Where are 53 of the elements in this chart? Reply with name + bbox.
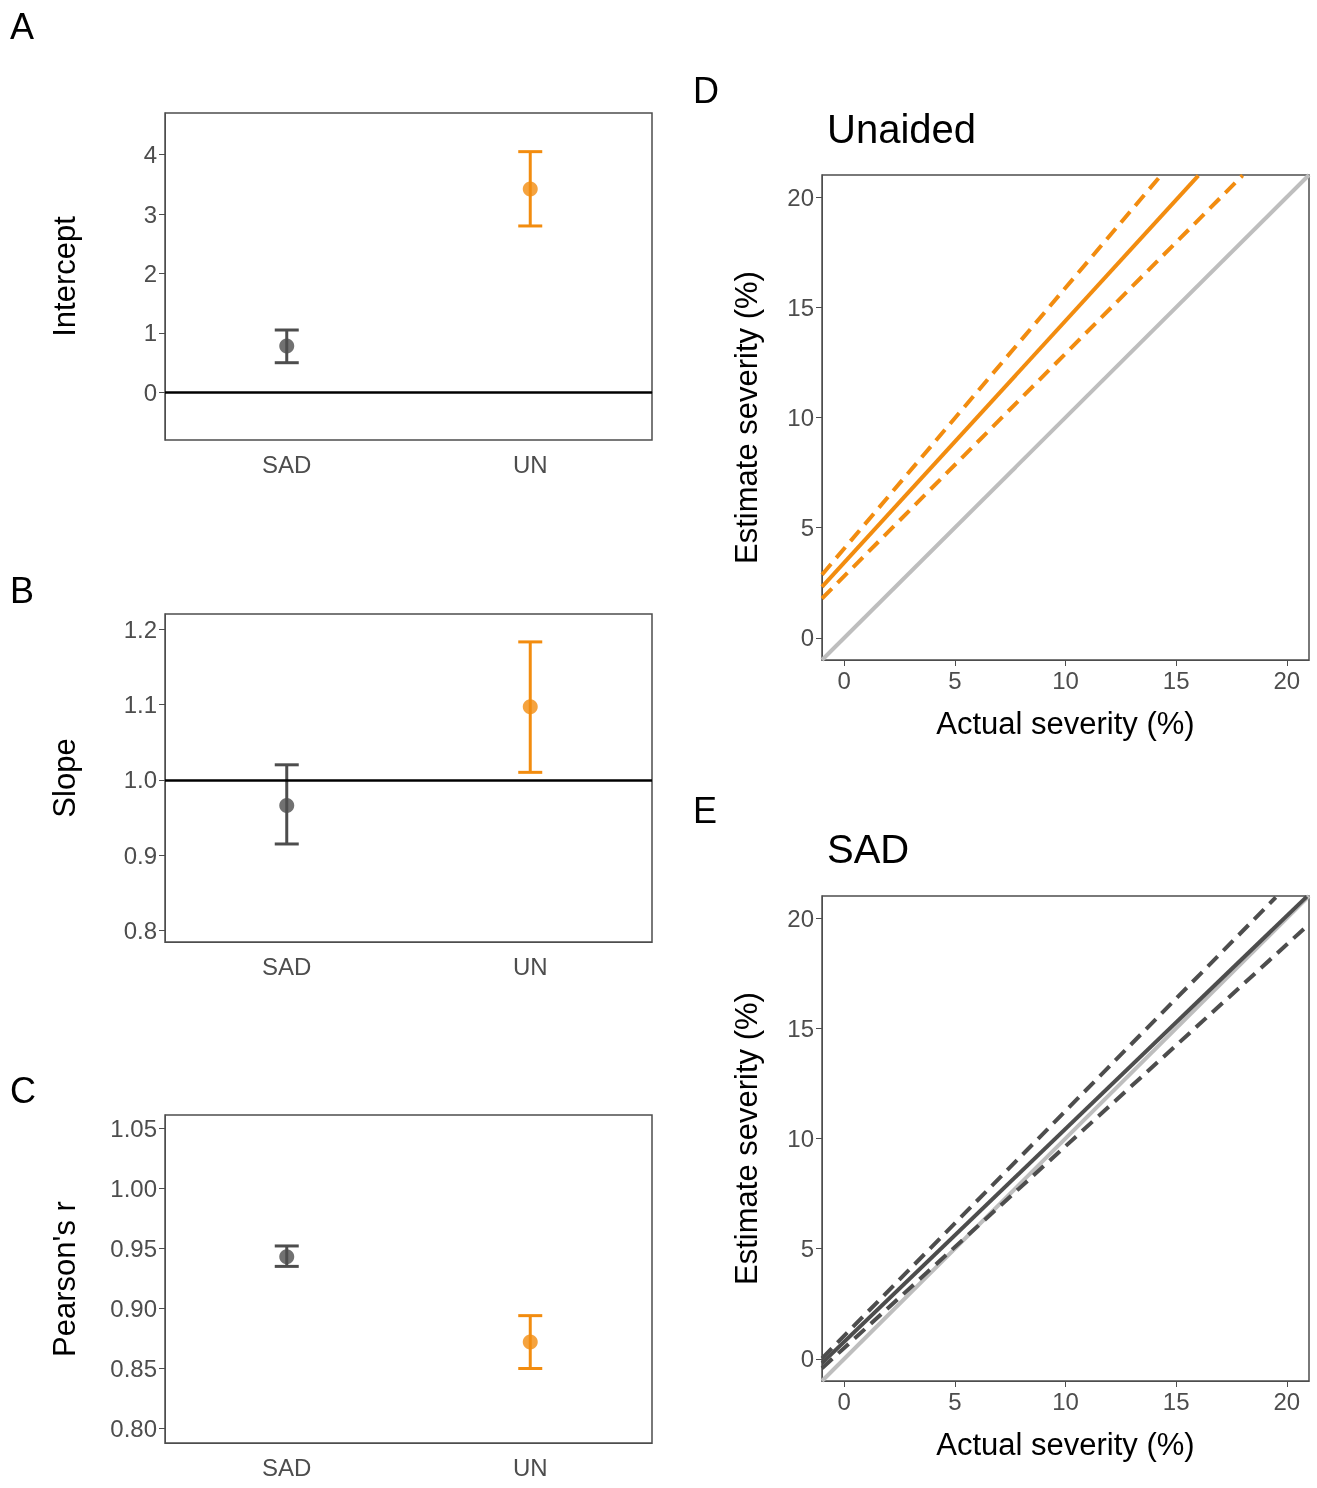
y-tick-label: 0.80 [110, 1415, 157, 1443]
y-tick-label: 10 [787, 1125, 814, 1152]
y-tick-label: 1 [143, 319, 157, 347]
y-tick-label: 0.8 [123, 917, 157, 945]
y-tick-label: 4 [143, 141, 157, 169]
x-tick-label: 20 [1273, 666, 1301, 694]
y-axis-title: Estimate severity (%) [729, 271, 764, 564]
x-tick-label: 15 [1162, 666, 1190, 694]
text: C [10, 1069, 36, 1111]
x-tick-label: 15 [1162, 1387, 1190, 1415]
text: B [10, 569, 35, 611]
x-tick-label: 5 [948, 666, 962, 694]
y-tick-label: 5 [800, 514, 814, 542]
x-tick-label: 10 [1052, 666, 1079, 694]
x-tick-label: 0 [837, 666, 851, 694]
chart-title: SAD [827, 827, 910, 871]
y-tick-label: 1.2 [123, 615, 157, 643]
x-tick-label: UN [512, 952, 548, 980]
y-tick-label: 0.95 [110, 1234, 157, 1262]
x-axis-title: Actual severity (%) [936, 1427, 1195, 1462]
x-tick-label: 10 [1052, 1387, 1079, 1415]
y-tick-label: 0 [143, 378, 157, 406]
x-tick-label: UN [512, 1453, 548, 1481]
y-tick-label: 1.05 [110, 1114, 157, 1142]
y-tick-label: 0.85 [110, 1355, 157, 1383]
y-tick-label: 15 [787, 293, 814, 321]
text: E [693, 789, 718, 831]
y-tick-label: 3 [143, 200, 157, 228]
y-axis-title: Estimate severity (%) [729, 992, 764, 1285]
x-tick-label: 0 [837, 1387, 851, 1415]
chart-title: Unaided [827, 107, 977, 151]
y-tick-label: 20 [787, 183, 814, 211]
y-tick-label: 0.90 [110, 1294, 157, 1322]
y-tick-label: 2 [143, 260, 157, 288]
y-tick-label: 1.1 [123, 690, 157, 718]
y-tick-label: 5 [800, 1235, 814, 1263]
y-tick-label: 0.9 [123, 841, 157, 869]
y-axis-title: Pearson's r [47, 1201, 82, 1357]
y-tick-label: 10 [787, 404, 814, 431]
x-tick-label: UN [512, 450, 548, 478]
y-axis-title: Slope [47, 738, 82, 818]
y-tick-label: 15 [787, 1014, 814, 1042]
text: A [10, 5, 35, 47]
x-tick-label: 20 [1273, 1387, 1301, 1415]
x-tick-label: 5 [948, 1387, 962, 1415]
y-axis-title: Intercept [47, 215, 82, 337]
y-tick-label: 1.0 [123, 766, 157, 794]
y-tick-label: 20 [787, 904, 814, 932]
text: D [693, 69, 719, 111]
x-axis-title: Actual severity (%) [936, 706, 1195, 741]
y-tick-label: 1.00 [110, 1174, 157, 1202]
y-tick-label: 0 [800, 1345, 814, 1373]
y-tick-label: 0 [800, 624, 814, 652]
